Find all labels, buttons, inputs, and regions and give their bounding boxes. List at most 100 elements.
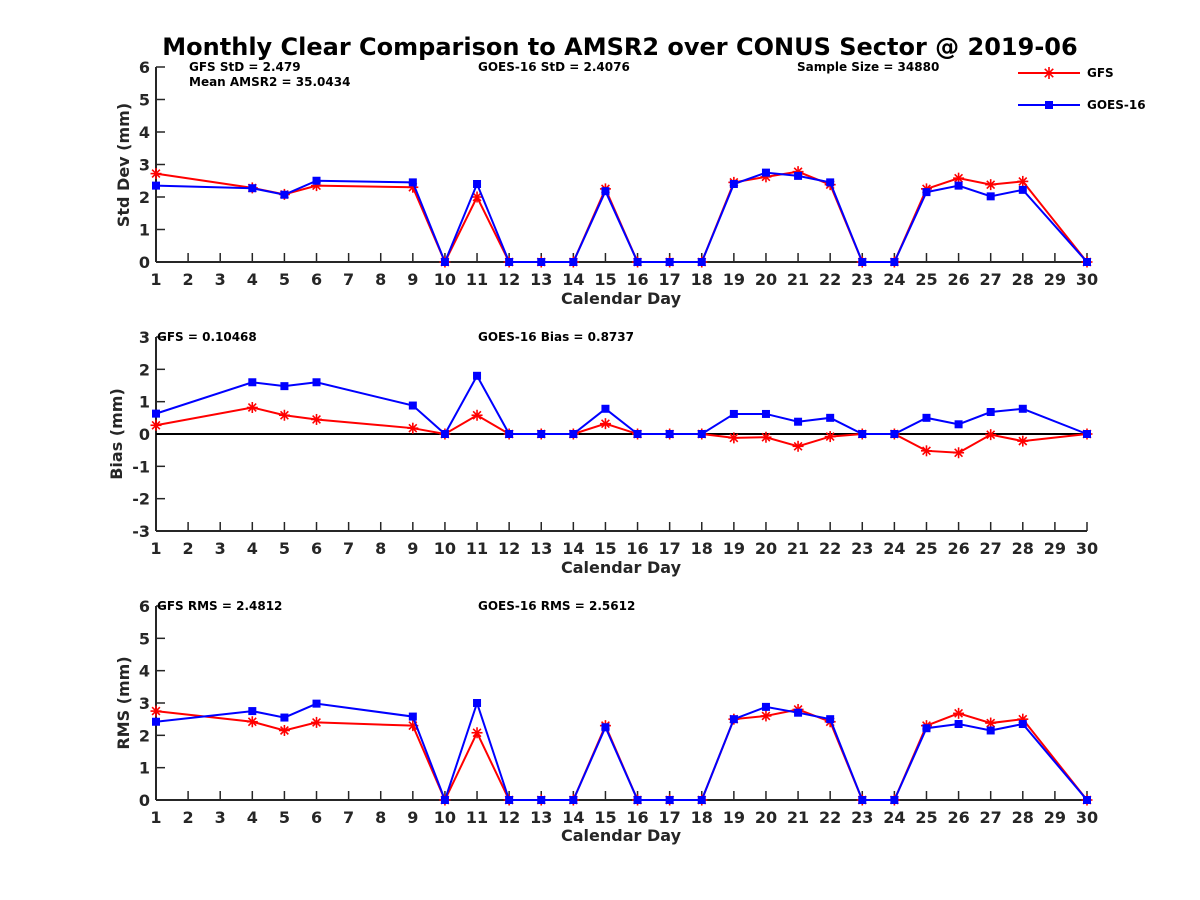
legend-entry-gfs: GFS — [1018, 66, 1114, 80]
x-tick-label: 12 — [498, 270, 520, 289]
bias-ylabel: Bias (mm) — [107, 388, 126, 480]
y-tick-label: 6 — [139, 597, 150, 616]
data-point-gfs — [953, 447, 965, 459]
data-point-goes16 — [248, 707, 257, 716]
annotation-gfs-std: GFS StD = 2.479 — [189, 60, 301, 74]
y-tick-label: 2 — [139, 360, 150, 379]
std-xlabel: Calendar Day — [561, 289, 682, 308]
data-point-goes16 — [858, 258, 867, 266]
legend-asterisk-marker — [1043, 67, 1055, 79]
x-tick-label: 22 — [819, 539, 841, 558]
data-point-gfs — [985, 179, 997, 191]
x-tick-label: 12 — [498, 539, 520, 558]
x-tick-label: 10 — [434, 808, 456, 827]
series-line-gfs — [155, 170, 1088, 265]
x-tick-label: 5 — [279, 270, 290, 289]
data-point-goes16 — [473, 371, 482, 380]
x-tick-label: 1 — [150, 539, 161, 558]
data-point-goes16 — [248, 184, 257, 193]
data-point-gfs — [1017, 435, 1029, 447]
data-point-goes16 — [280, 190, 289, 199]
data-point-goes16 — [473, 180, 482, 188]
data-point-goes16 — [633, 796, 642, 804]
x-tick-label: 27 — [980, 808, 1002, 827]
x-tick-label: 8 — [375, 539, 386, 558]
data-point-gfs — [150, 419, 162, 431]
data-point-gfs — [728, 432, 740, 444]
data-point-gfs — [246, 716, 258, 728]
data-point-goes16 — [440, 796, 449, 804]
x-tick-label: 29 — [1044, 270, 1066, 289]
y-tick-label: 1 — [139, 221, 150, 240]
data-point-gfs — [1017, 175, 1029, 187]
x-tick-label: 30 — [1076, 270, 1098, 289]
data-point-goes16 — [440, 258, 449, 266]
data-point-gfs — [953, 707, 965, 719]
x-tick-label: 14 — [562, 808, 584, 827]
data-point-goes16 — [794, 708, 803, 717]
x-tick-label: 14 — [562, 270, 584, 289]
x-tick-label: 26 — [947, 808, 969, 827]
data-point-goes16 — [826, 413, 835, 422]
annotation-gfs-rms: GFS RMS = 2.4812 — [157, 599, 282, 613]
y-tick-label: 3 — [139, 694, 150, 713]
rms-xlabel: Calendar Day — [561, 826, 682, 845]
x-tick-label: 1 — [150, 270, 161, 289]
x-tick-label: 23 — [851, 539, 873, 558]
x-tick-label: 11 — [466, 539, 488, 558]
data-point-goes16 — [152, 181, 160, 190]
data-point-goes16 — [408, 712, 417, 721]
x-tick-label: 20 — [755, 270, 777, 289]
x-tick-label: 10 — [434, 539, 456, 558]
x-tick-label: 2 — [183, 808, 194, 827]
x-tick-label: 21 — [787, 539, 809, 558]
data-point-goes16 — [986, 726, 995, 735]
x-tick-label: 5 — [279, 808, 290, 827]
data-point-goes16 — [761, 409, 770, 418]
x-tick-label: 26 — [947, 270, 969, 289]
data-point-goes16 — [922, 724, 931, 733]
std-dev-panel: 1 2 3 4 5 6 7 8 9 10 11 12 13 14 15 16 17 18 19 20 21 22 23 24 2… — [139, 58, 1098, 289]
data-point-goes16 — [794, 417, 803, 426]
x-tick-label: 7 — [343, 808, 354, 827]
x-tick-label: 28 — [1012, 808, 1034, 827]
data-point-goes16 — [665, 430, 674, 438]
annotation-sample-size: Sample Size = 34880 — [797, 60, 939, 74]
x-tick-label: 29 — [1044, 539, 1066, 558]
annotation-goes16-std: GOES-16 StD = 2.4076 — [478, 60, 630, 74]
data-point-goes16 — [761, 702, 770, 711]
data-point-goes16 — [697, 258, 706, 266]
rms-panel: 1 2 3 4 5 6 7 8 9 10 11 12 13 14 15 16 17 18 19 20 21 22 23 24 2… — [139, 597, 1098, 827]
x-tick-label: 23 — [851, 270, 873, 289]
data-point-goes16 — [986, 408, 995, 417]
data-point-goes16 — [537, 430, 546, 438]
chart-title: Monthly Clear Comparison to AMSR2 over C… — [162, 33, 1077, 61]
x-tick-label: 4 — [247, 808, 258, 827]
x-tick-label: 16 — [626, 539, 648, 558]
std-ylabel: Std Dev (mm) — [114, 103, 133, 227]
x-tick-label: 21 — [787, 808, 809, 827]
x-tick-label: 8 — [375, 808, 386, 827]
data-point-gfs — [246, 401, 258, 413]
legend-label-goes16: GOES-16 — [1087, 98, 1146, 112]
x-tick-label: 27 — [980, 539, 1002, 558]
x-tick-label: 27 — [980, 270, 1002, 289]
y-tick-label: 3 — [139, 328, 150, 347]
y-tick-label: 4 — [139, 662, 150, 681]
x-tick-label: 14 — [562, 539, 584, 558]
data-point-gfs — [599, 418, 611, 430]
annotation-gfs-bias: GFS = 0.10468 — [157, 330, 257, 344]
x-tick-label: 24 — [883, 808, 905, 827]
x-tick-label: 17 — [659, 270, 681, 289]
annotation-goes16-rms: GOES-16 RMS = 2.5612 — [478, 599, 635, 613]
y-tick-label: 2 — [139, 726, 150, 745]
data-point-goes16 — [280, 382, 289, 391]
data-point-goes16 — [729, 180, 738, 188]
x-tick-label: 19 — [723, 808, 745, 827]
data-point-goes16 — [601, 723, 610, 732]
x-tick-label: 20 — [755, 539, 777, 558]
x-tick-label: 10 — [434, 270, 456, 289]
y-tick-label: 3 — [139, 156, 150, 175]
data-point-goes16 — [954, 720, 963, 729]
